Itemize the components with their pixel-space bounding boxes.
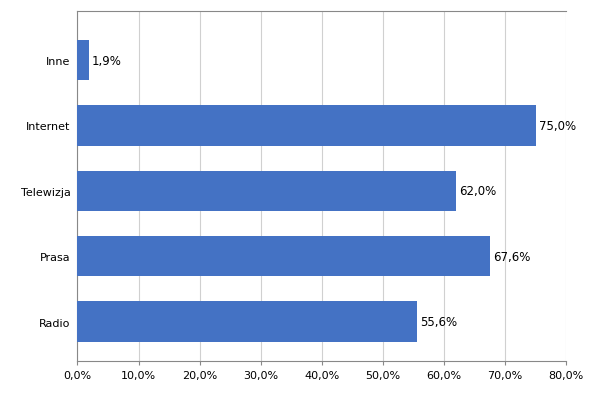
Bar: [77, 302, 417, 342]
Text: 75,0%: 75,0%: [539, 119, 576, 133]
Text: 67,6%: 67,6%: [493, 250, 531, 263]
Bar: [77, 171, 456, 212]
Text: 55,6%: 55,6%: [420, 315, 457, 328]
Bar: [77, 236, 491, 277]
Text: 1,9%: 1,9%: [92, 55, 122, 67]
Bar: [77, 41, 89, 81]
Bar: [77, 106, 536, 146]
Text: 62,0%: 62,0%: [460, 185, 496, 198]
